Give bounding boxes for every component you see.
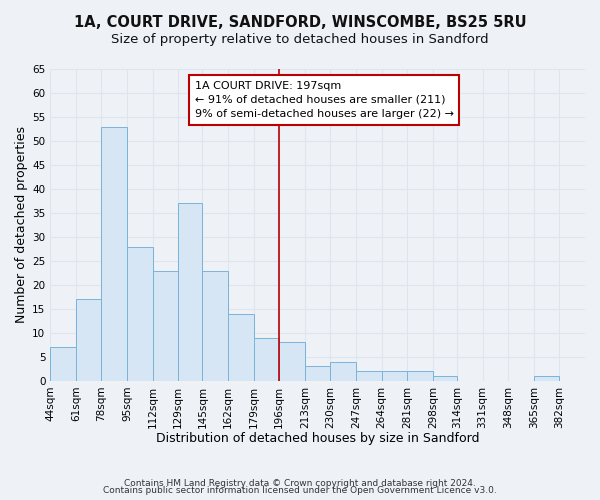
Bar xyxy=(279,342,305,381)
Text: Contains public sector information licensed under the Open Government Licence v3: Contains public sector information licen… xyxy=(103,486,497,495)
Bar xyxy=(382,372,407,381)
Bar xyxy=(76,300,101,381)
Bar xyxy=(127,246,153,381)
Bar xyxy=(228,314,254,381)
Bar xyxy=(356,372,382,381)
Bar xyxy=(50,348,76,381)
Bar xyxy=(153,270,178,381)
Text: Size of property relative to detached houses in Sandford: Size of property relative to detached ho… xyxy=(111,32,489,46)
Bar xyxy=(254,338,279,381)
Text: 1A COURT DRIVE: 197sqm
← 91% of detached houses are smaller (211)
9% of semi-det: 1A COURT DRIVE: 197sqm ← 91% of detached… xyxy=(195,81,454,119)
Bar xyxy=(331,362,356,381)
Y-axis label: Number of detached properties: Number of detached properties xyxy=(15,126,28,324)
Bar xyxy=(101,126,127,381)
Text: Contains HM Land Registry data © Crown copyright and database right 2024.: Contains HM Land Registry data © Crown c… xyxy=(124,478,476,488)
Bar xyxy=(305,366,331,381)
Bar xyxy=(407,372,433,381)
Text: 1A, COURT DRIVE, SANDFORD, WINSCOMBE, BS25 5RU: 1A, COURT DRIVE, SANDFORD, WINSCOMBE, BS… xyxy=(74,15,526,30)
Bar xyxy=(433,376,457,381)
Bar xyxy=(534,376,559,381)
X-axis label: Distribution of detached houses by size in Sandford: Distribution of detached houses by size … xyxy=(156,432,479,445)
Bar xyxy=(202,270,228,381)
Bar xyxy=(178,204,202,381)
